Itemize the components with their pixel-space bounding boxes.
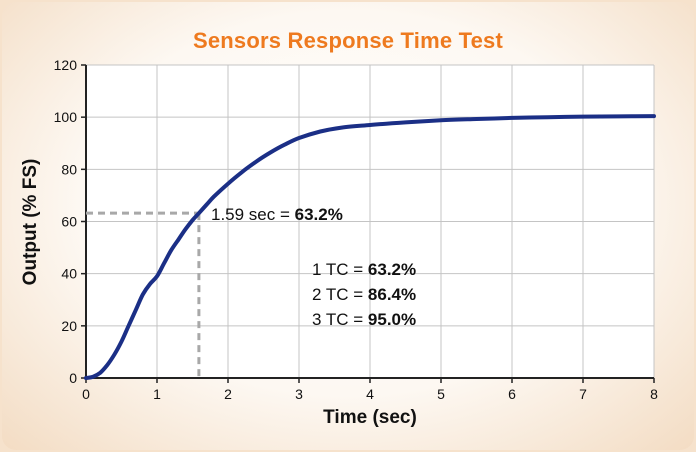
- x-tick-label: 7: [579, 386, 587, 402]
- tc1-value: 63.2%: [368, 260, 416, 279]
- x-tick-label: 2: [224, 386, 232, 402]
- x-axis-label: Time (sec): [323, 407, 417, 428]
- series: [84, 114, 656, 380]
- grid-lines: [86, 64, 655, 378]
- y-axis-label: Output (% FS): [20, 159, 41, 286]
- tc1-annotation: 1 TC = 63.2%: [312, 260, 416, 279]
- y-tick-labels: 0 20 40 60 80 100 120: [54, 57, 78, 386]
- tc3-annotation: 3 TC = 95.0%: [312, 310, 416, 329]
- tc3-prefix: 3 TC =: [312, 310, 368, 329]
- x-tick-label: 5: [437, 386, 445, 402]
- chart-title: Sensors Response Time Test: [192, 28, 504, 53]
- tc3-value: 95.0%: [368, 310, 416, 329]
- tc2-prefix: 2 TC =: [312, 285, 368, 304]
- y-tick-label: 80: [61, 161, 77, 177]
- tc1-prefix: 1 TC =: [312, 260, 368, 279]
- x-tick-label: 3: [295, 386, 303, 402]
- x-tick-label: 8: [650, 386, 658, 402]
- y-tick-label: 20: [61, 318, 77, 334]
- y-tick-label: 120: [54, 57, 78, 73]
- tc2-value: 86.4%: [368, 285, 416, 304]
- y-tick-label: 100: [54, 109, 78, 125]
- reference-lines: [86, 211, 201, 378]
- point-annotation: 1.59 sec = 63.2%: [211, 205, 343, 224]
- x-tick-label: 0: [82, 386, 90, 402]
- y-tick-label: 0: [69, 370, 77, 386]
- x-tick-label: 4: [366, 386, 374, 402]
- response-curve: [84, 114, 656, 380]
- point-annotation-prefix: 1.59 sec =: [211, 205, 295, 224]
- x-tick-labels: 0 1 2 3 4 5 6 7 8: [82, 386, 658, 402]
- y-tick-label: 60: [61, 214, 77, 230]
- axes: [81, 64, 655, 383]
- x-tick-label: 1: [153, 386, 161, 402]
- y-tick-label: 40: [61, 266, 77, 282]
- point-annotation-value: 63.2%: [295, 205, 343, 224]
- tc2-annotation: 2 TC = 86.4%: [312, 285, 416, 304]
- x-tick-label: 6: [508, 386, 516, 402]
